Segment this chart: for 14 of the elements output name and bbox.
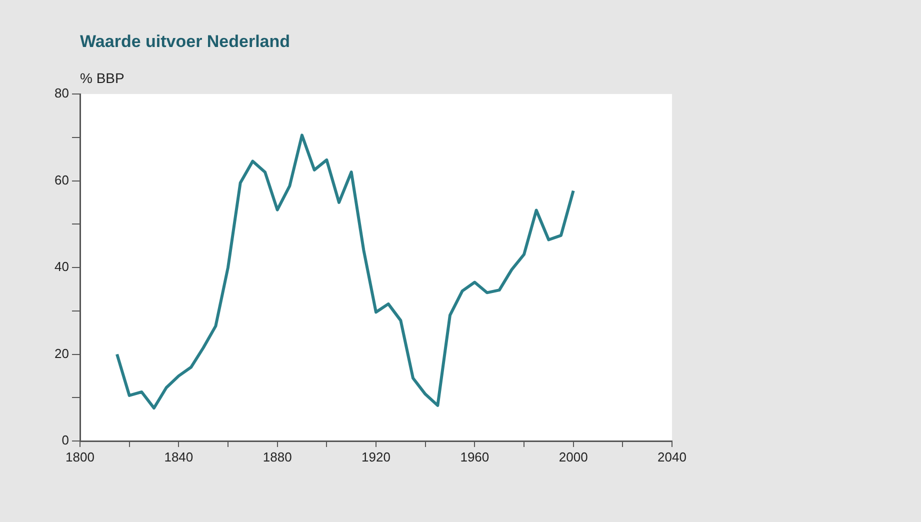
x-tick-label: 1880 [262, 449, 292, 464]
y-tick-label: 60 [54, 172, 69, 188]
x-tick-label: 1800 [66, 449, 94, 464]
y-tick-label: 20 [54, 346, 69, 361]
x-tick-label: 2040 [658, 449, 686, 464]
x-tick-label: 1960 [460, 449, 490, 464]
y-tick-label: 40 [54, 259, 69, 274]
x-tick-label: 2000 [558, 449, 588, 464]
x-tick-label: 1920 [362, 449, 390, 464]
chart-title: Waarde uitvoer Nederland [80, 32, 290, 52]
y-tick-label: 80 [54, 86, 69, 101]
y-axis-title: % BBP [80, 70, 124, 86]
y-tick-label: 0 [62, 432, 69, 448]
x-tick-label: 1840 [164, 449, 194, 464]
